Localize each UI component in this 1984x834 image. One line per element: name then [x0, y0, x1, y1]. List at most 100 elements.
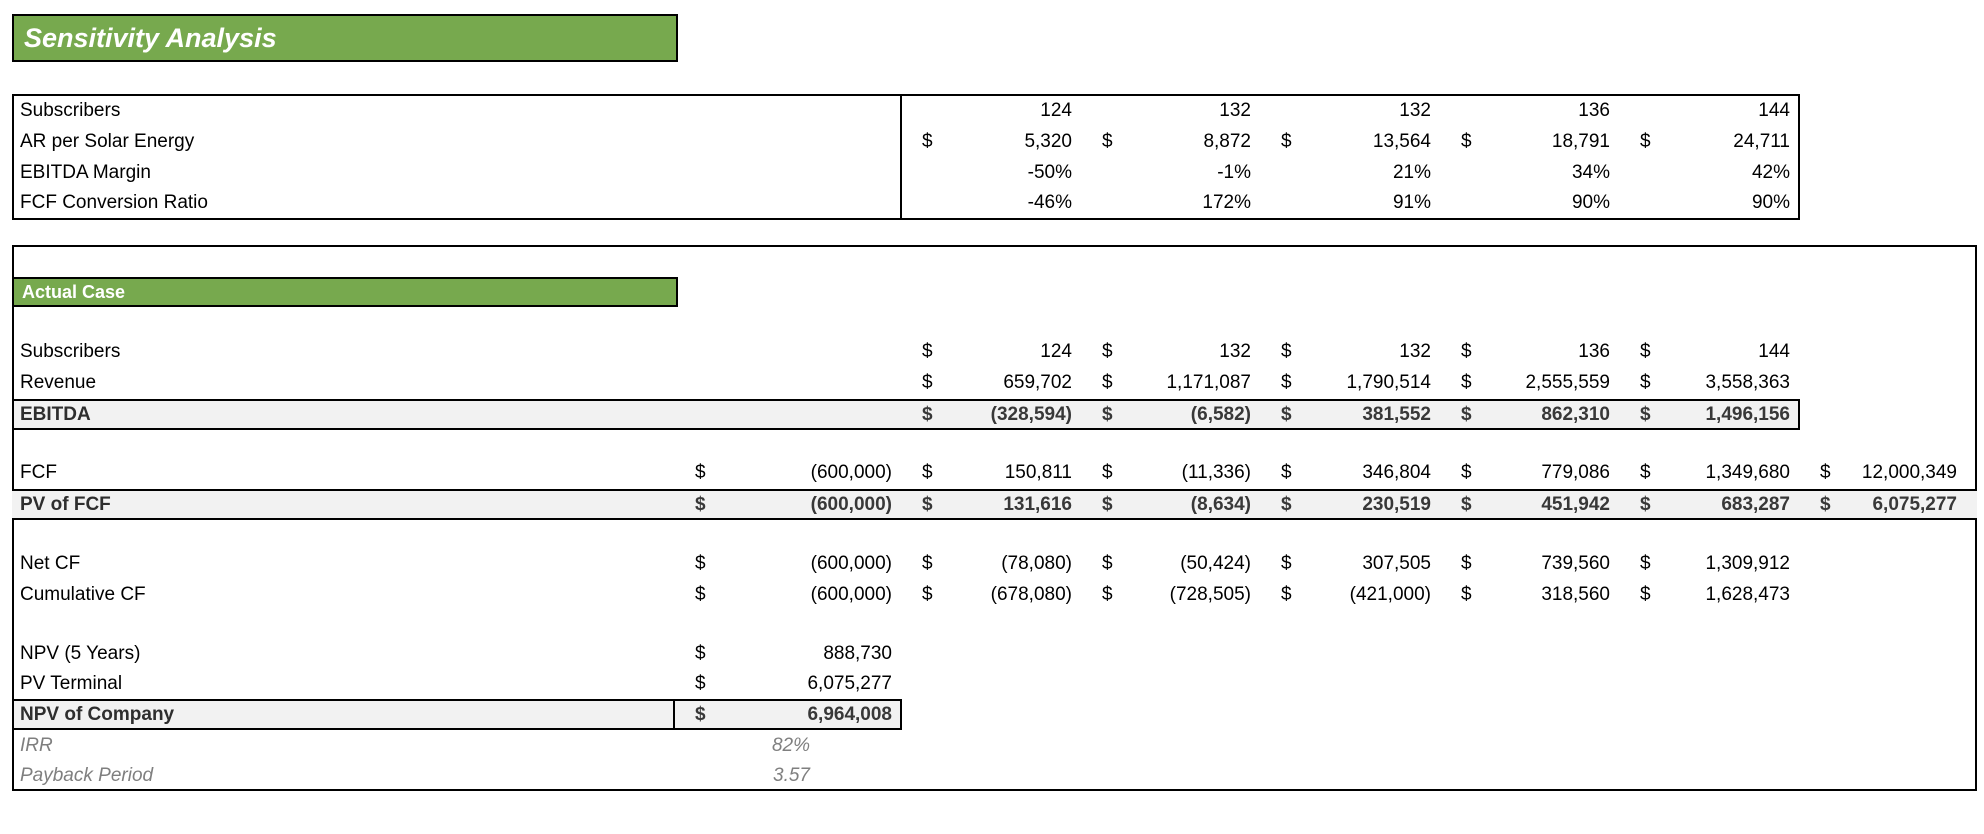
- cell-value: 144: [1758, 100, 1790, 121]
- value-cell[interactable]: 3.57: [675, 761, 820, 791]
- cell-value: 6,075,277: [1872, 494, 1957, 515]
- value-cell[interactable]: 42%: [1620, 158, 1800, 188]
- cell-value: (78,080): [1001, 553, 1072, 574]
- currency-symbol: $: [1461, 584, 1472, 605]
- row-label[interactable]: NPV of Company: [20, 704, 175, 725]
- row-label[interactable]: PV of FCF: [20, 494, 111, 515]
- cell-value: 6,075,277: [807, 673, 892, 694]
- value-cell[interactable]: $346,804: [1261, 458, 1441, 488]
- value-cell[interactable]: $6,075,277: [1800, 490, 1972, 520]
- cell-value: (11,336): [1181, 462, 1251, 483]
- cell-value: (50,424): [1180, 553, 1251, 574]
- row-label[interactable]: EBITDA Margin: [20, 162, 151, 183]
- value-cell[interactable]: $131,616: [902, 490, 1082, 520]
- value-cell[interactable]: $132: [1082, 337, 1261, 367]
- value-cell[interactable]: $683,287: [1620, 490, 1800, 520]
- row-label[interactable]: IRR: [20, 735, 53, 756]
- value-cell[interactable]: $6,964,008: [675, 700, 902, 730]
- value-cell[interactable]: $1,496,156: [1620, 400, 1800, 430]
- value-cell[interactable]: -1%: [1082, 158, 1261, 188]
- row-label[interactable]: NPV (5 Years): [20, 643, 141, 664]
- value-cell[interactable]: -46%: [902, 188, 1082, 218]
- row-label[interactable]: AR per Solar Energy: [20, 131, 195, 152]
- value-cell[interactable]: $1,349,680: [1620, 458, 1800, 488]
- row-label[interactable]: FCF: [20, 462, 57, 483]
- value-cell[interactable]: -50%: [902, 158, 1082, 188]
- value-cell[interactable]: $1,171,087: [1082, 368, 1261, 398]
- value-cell[interactable]: $5,320: [902, 127, 1082, 157]
- value-cell[interactable]: $150,811: [902, 458, 1082, 488]
- value-cell[interactable]: $ (600,000): [675, 549, 902, 579]
- value-cell[interactable]: 90%: [1441, 188, 1620, 218]
- value-cell[interactable]: $318,560: [1441, 580, 1620, 610]
- value-cell[interactable]: $132: [1261, 337, 1441, 367]
- value-cell[interactable]: 21%: [1261, 158, 1441, 188]
- value-cell[interactable]: $124: [902, 337, 1082, 367]
- cell-value: 18,791: [1551, 131, 1610, 152]
- value-cell[interactable]: $888,730: [675, 639, 902, 669]
- row-label[interactable]: Cumulative CF: [20, 584, 146, 605]
- value-cell[interactable]: 90%: [1620, 188, 1800, 218]
- table-row-subscribers: Subscribers 124 132 132 136 144: [0, 96, 1984, 126]
- value-cell[interactable]: $ (78,080): [902, 549, 1082, 579]
- value-cell[interactable]: $307,505: [1261, 549, 1441, 579]
- cell-value: 136: [1578, 100, 1610, 121]
- value-cell[interactable]: 82%: [675, 731, 820, 761]
- cell-value: 124: [1040, 100, 1072, 121]
- value-cell[interactable]: $ (8,634): [1082, 490, 1261, 520]
- row-label[interactable]: PV Terminal: [20, 673, 123, 694]
- value-cell[interactable]: $ (728,505): [1082, 580, 1261, 610]
- value-cell[interactable]: $ (421,000): [1261, 580, 1441, 610]
- ebitda-row-highlight: [12, 399, 1800, 430]
- row-label[interactable]: Payback Period: [20, 765, 154, 786]
- value-cell[interactable]: $451,942: [1441, 490, 1620, 520]
- currency-symbol: $: [1461, 553, 1472, 574]
- value-cell[interactable]: $ (11,336): [1082, 458, 1261, 488]
- value-cell[interactable]: 124: [902, 96, 1082, 126]
- value-cell[interactable]: $13,564: [1261, 127, 1441, 157]
- value-cell[interactable]: $18,791: [1441, 127, 1620, 157]
- value-cell[interactable]: $739,560: [1441, 549, 1620, 579]
- value-cell[interactable]: $24,711: [1620, 127, 1800, 157]
- value-cell[interactable]: $ (50,424): [1082, 549, 1261, 579]
- value-cell[interactable]: 144: [1620, 96, 1800, 126]
- value-cell[interactable]: $2,555,559: [1441, 368, 1620, 398]
- value-cell[interactable]: $230,519: [1261, 490, 1441, 520]
- value-cell[interactable]: 172%: [1082, 188, 1261, 218]
- value-cell[interactable]: $ (328,594): [902, 400, 1082, 430]
- cell-value: (328,594): [990, 404, 1072, 425]
- value-cell[interactable]: $ (678,080): [902, 580, 1082, 610]
- value-cell[interactable]: $659,702: [902, 368, 1082, 398]
- row-label[interactable]: FCF Conversion Ratio: [20, 192, 208, 213]
- value-cell[interactable]: $12,000,349: [1800, 458, 1972, 488]
- cell-value: 124: [1040, 341, 1072, 362]
- row-label[interactable]: Net CF: [20, 553, 81, 574]
- value-cell[interactable]: $ (600,000): [675, 458, 902, 488]
- value-cell[interactable]: $6,075,277: [675, 669, 902, 699]
- value-cell[interactable]: $1,790,514: [1261, 368, 1441, 398]
- currency-symbol: $: [1281, 553, 1292, 574]
- value-cell[interactable]: $ (6,582): [1082, 400, 1261, 430]
- value-cell[interactable]: 132: [1261, 96, 1441, 126]
- value-cell[interactable]: $ (600,000): [675, 580, 902, 610]
- value-cell[interactable]: 91%: [1261, 188, 1441, 218]
- row-label[interactable]: EBITDA: [20, 404, 91, 425]
- value-cell[interactable]: $144: [1620, 337, 1800, 367]
- value-cell[interactable]: $779,086: [1441, 458, 1620, 488]
- value-cell[interactable]: $381,552: [1261, 400, 1441, 430]
- value-cell[interactable]: $1,309,912: [1620, 549, 1800, 579]
- value-cell[interactable]: $3,558,363: [1620, 368, 1800, 398]
- value-cell[interactable]: $8,872: [1082, 127, 1261, 157]
- value-cell[interactable]: $1,628,473: [1620, 580, 1800, 610]
- value-cell[interactable]: $862,310: [1441, 400, 1620, 430]
- row-label[interactable]: Subscribers: [20, 341, 121, 362]
- cell-value: 150,811: [1004, 462, 1072, 483]
- row-label[interactable]: Revenue: [20, 372, 97, 393]
- row-label[interactable]: Subscribers: [20, 100, 121, 121]
- value-cell[interactable]: 132: [1082, 96, 1261, 126]
- value-cell[interactable]: $ (600,000): [675, 490, 902, 520]
- value-cell[interactable]: 34%: [1441, 158, 1620, 188]
- cell-value: 132: [1399, 341, 1431, 362]
- value-cell[interactable]: $136: [1441, 337, 1620, 367]
- value-cell[interactable]: 136: [1441, 96, 1620, 126]
